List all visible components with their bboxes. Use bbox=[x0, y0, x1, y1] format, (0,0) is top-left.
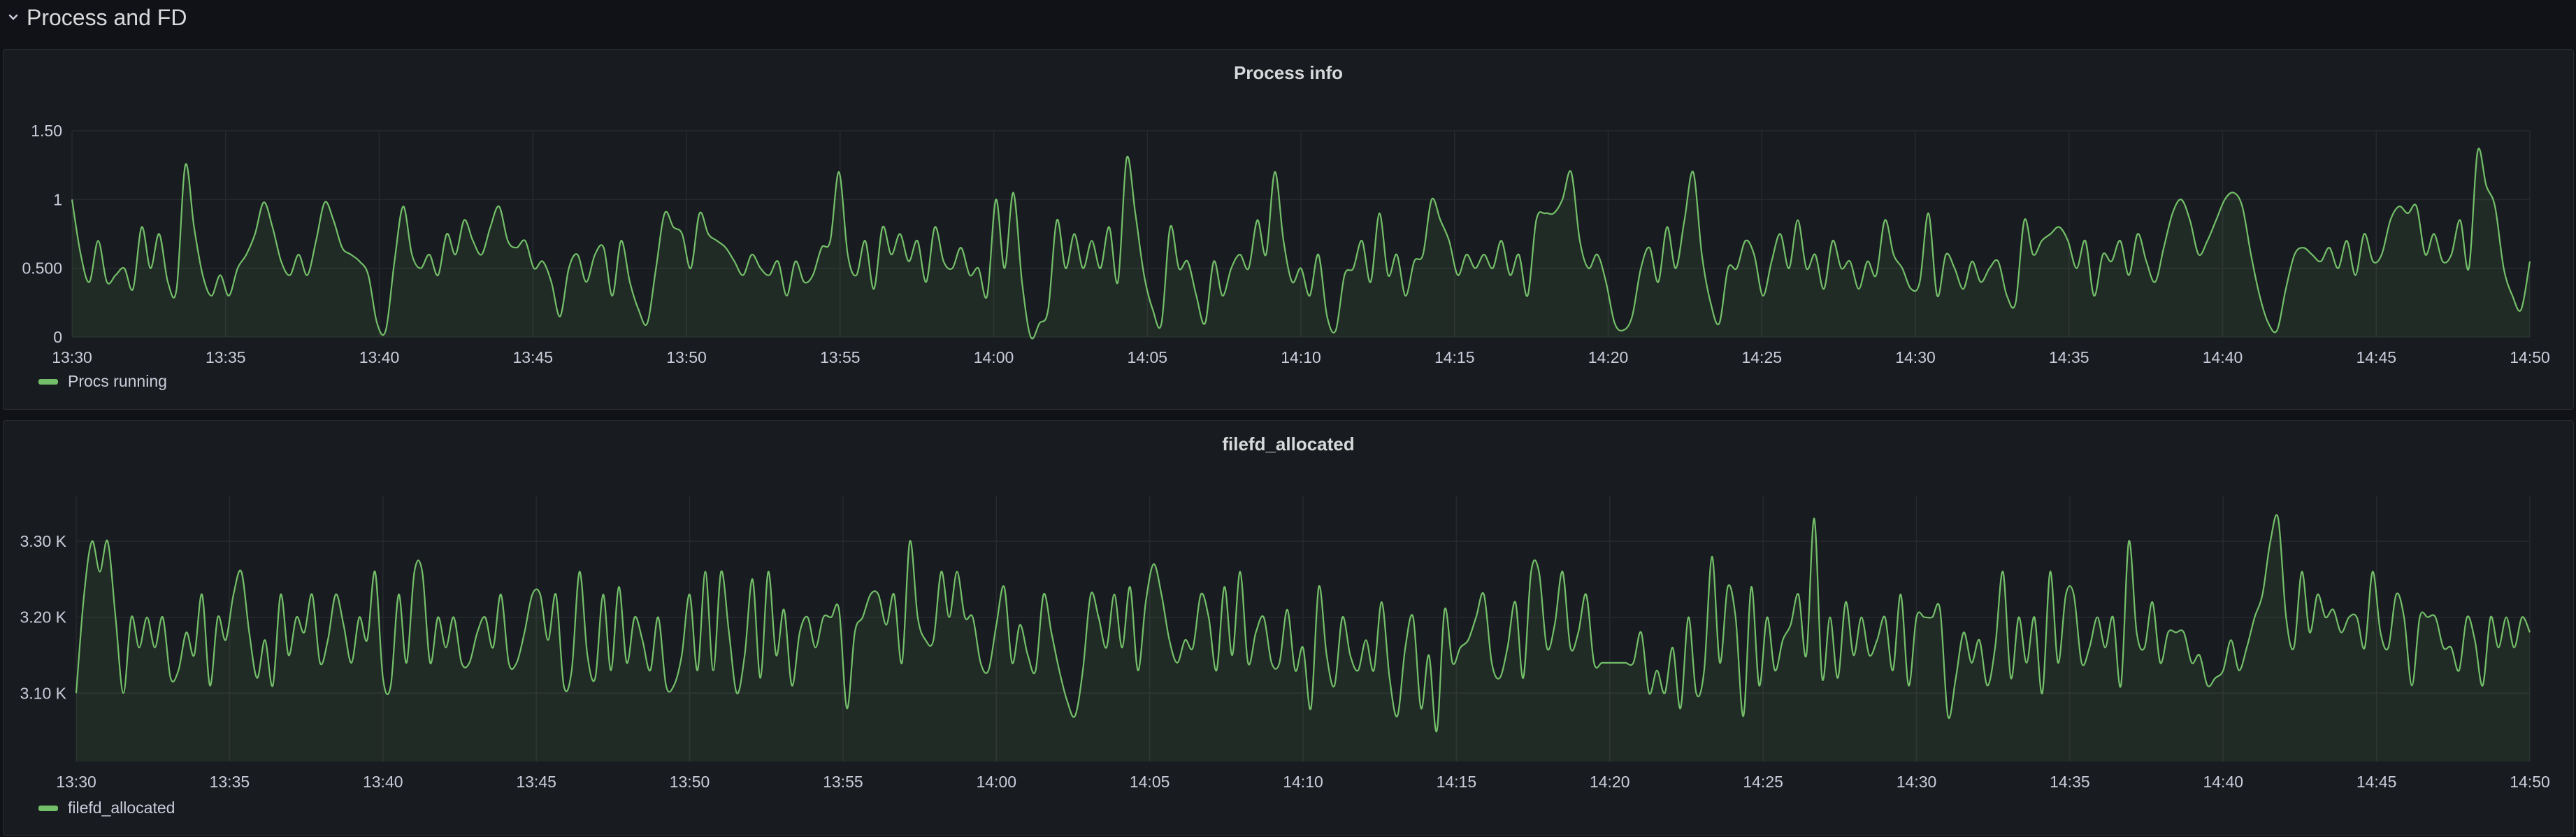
x-tick-label: 14:25 bbox=[1741, 348, 1782, 366]
series-area bbox=[76, 515, 2530, 761]
y-tick-label: 3.20 K bbox=[20, 608, 67, 627]
x-tick-label: 14:50 bbox=[2510, 773, 2550, 791]
row-header[interactable]: Process and FD bbox=[6, 0, 187, 35]
chart-process-info: 0 0.500 1 1.50 13:30 13:35 13:40 13:45 13:50 13:5… bbox=[22, 122, 2550, 366]
x-tick-label: 14:40 bbox=[2203, 773, 2243, 791]
x-tick-label: 14:15 bbox=[1434, 348, 1475, 366]
x-tick-label: 14:25 bbox=[1743, 773, 1783, 791]
y-tick-label: 3.30 K bbox=[20, 532, 67, 550]
legend-label: filefd_allocated bbox=[68, 799, 175, 817]
panel-process-info: Process info 0 0.500 1 1.50 13:30 13:35 13:40 1… bbox=[3, 49, 2574, 410]
x-tick-label: 14:45 bbox=[2356, 348, 2396, 366]
x-tick-label: 13:40 bbox=[359, 348, 400, 366]
legend[interactable]: Procs running bbox=[38, 372, 167, 391]
legend-label: Procs running bbox=[68, 372, 167, 390]
x-tick-label: 14:00 bbox=[976, 773, 1016, 791]
x-tick-label: 13:55 bbox=[820, 348, 861, 366]
y-tick-label: 3.10 K bbox=[20, 684, 67, 702]
x-tick-label: 14:45 bbox=[2356, 773, 2397, 791]
x-tick-label: 13:45 bbox=[512, 348, 553, 366]
y-tick-label: 1 bbox=[53, 190, 62, 208]
x-tick-label: 13:50 bbox=[666, 348, 707, 366]
x-tick-label: 14:35 bbox=[2049, 348, 2089, 366]
y-tick-label: 1.50 bbox=[31, 122, 62, 140]
panel-filefd-allocated: filefd_allocated 3.10 K 3.20 K 3.30 K 13:30… bbox=[3, 420, 2574, 836]
y-tick-label: 0 bbox=[53, 328, 62, 346]
x-tick-label: 14:50 bbox=[2510, 348, 2550, 366]
x-tick-label: 14:05 bbox=[1127, 348, 1167, 366]
x-tick-label: 13:35 bbox=[206, 348, 246, 366]
legend-swatch bbox=[38, 805, 58, 811]
x-tick-label: 14:30 bbox=[1895, 348, 1936, 366]
chevron-down-icon[interactable] bbox=[6, 10, 21, 25]
x-tick-label: 14:20 bbox=[1588, 348, 1629, 366]
x-tick-label: 14:20 bbox=[1590, 773, 1630, 791]
x-tick-label: 13:30 bbox=[56, 773, 96, 791]
x-tick-label: 14:40 bbox=[2203, 348, 2243, 366]
x-tick-label: 13:40 bbox=[363, 773, 403, 791]
x-tick-label: 14:00 bbox=[974, 348, 1014, 366]
x-tick-label: 14:35 bbox=[2050, 773, 2090, 791]
y-tick-label: 0.500 bbox=[22, 259, 62, 278]
x-tick-label: 13:35 bbox=[210, 773, 250, 791]
panel-title[interactable]: filefd_allocated bbox=[1222, 434, 1355, 455]
legend[interactable]: filefd_allocated bbox=[38, 799, 175, 817]
x-tick-label: 14:05 bbox=[1130, 773, 1170, 791]
panel-title[interactable]: Process info bbox=[1233, 62, 1344, 83]
x-tick-label: 13:50 bbox=[670, 773, 710, 791]
series-line[interactable] bbox=[75, 514, 2531, 732]
x-tick-label: 14:15 bbox=[1437, 773, 1477, 791]
legend-swatch bbox=[38, 378, 58, 385]
series-line[interactable] bbox=[71, 148, 2531, 340]
x-tick-label: 14:30 bbox=[1897, 773, 1937, 791]
x-tick-label: 13:30 bbox=[52, 348, 92, 366]
x-tick-label: 14:10 bbox=[1283, 773, 1323, 791]
x-tick-label: 13:55 bbox=[823, 773, 863, 791]
x-tick-label: 13:45 bbox=[516, 773, 556, 791]
x-tick-label: 14:10 bbox=[1281, 348, 1321, 366]
row-title: Process and FD bbox=[27, 4, 187, 30]
grid bbox=[75, 496, 2531, 761]
chart-filefd-allocated: 3.10 K 3.20 K 3.30 K 13:30 13:35 13:40 13:45 13… bbox=[20, 496, 2550, 791]
